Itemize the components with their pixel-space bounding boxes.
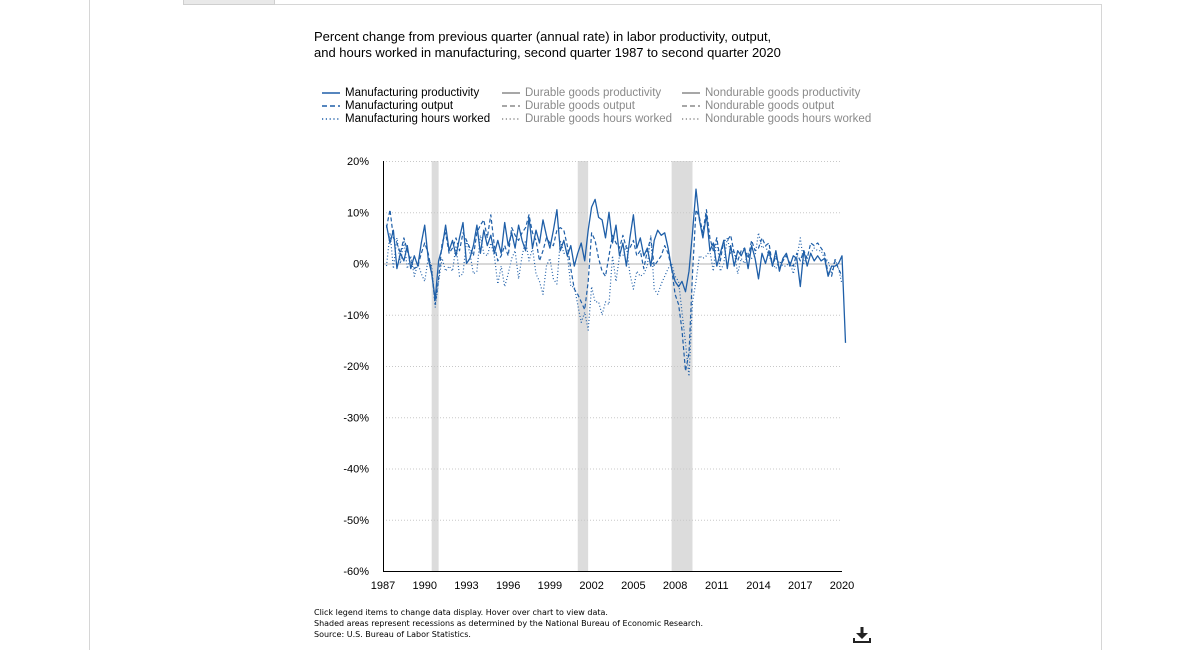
x-tick-label: 2020	[830, 580, 854, 592]
chart-title: Percent change from previous quarter (an…	[314, 29, 874, 61]
x-tick-label: 2017	[788, 580, 812, 592]
legend-label: Durable goods output	[525, 100, 635, 112]
footer-instructions: Click legend items to change data displa…	[314, 608, 608, 617]
y-tick-label: -60%	[343, 566, 369, 578]
legend-swatch	[322, 92, 340, 94]
y-tick-label: 10%	[347, 207, 369, 219]
x-tick-label: 2002	[579, 580, 603, 592]
series-line-manufacturing-hours-worked[interactable]	[385, 232, 843, 377]
footer-recession-note: Shaded areas represent recessions as det…	[314, 619, 704, 628]
series-line-manufacturing-output[interactable]	[385, 209, 843, 372]
y-tick-label: -10%	[343, 310, 369, 322]
y-tick-label: 0%	[353, 259, 369, 271]
download-button[interactable]	[851, 625, 873, 645]
x-tick-label: 1990	[412, 580, 436, 592]
x-tick-label: 1993	[454, 580, 478, 592]
tab-stub[interactable]	[183, 0, 275, 5]
y-tick-label: -50%	[343, 515, 369, 527]
legend-swatch	[322, 105, 340, 107]
legend-swatch	[502, 105, 520, 107]
x-tick-label: 2005	[621, 580, 645, 592]
chart-title-line-1: Percent change from previous quarter (an…	[314, 29, 772, 44]
x-tick-label: 2011	[705, 580, 729, 592]
series-line-manufacturing-productivity[interactable]	[385, 188, 847, 343]
x-tick-label: 2014	[746, 580, 770, 592]
y-tick-label: -40%	[343, 464, 369, 476]
footer-source: Source: U.S. Bureau of Labor Statistics.	[314, 630, 471, 639]
chart-footer: Click legend items to change data displa…	[314, 607, 703, 640]
y-tick-label: -30%	[343, 412, 369, 424]
legend-swatch	[682, 92, 700, 94]
legend-label: Manufacturing productivity	[345, 87, 480, 99]
legend-label: Nondurable goods hours worked	[705, 113, 872, 125]
x-tick-label: 2008	[663, 580, 687, 592]
legend-label: Nondurable goods output	[705, 100, 835, 112]
panel-top-border	[275, 4, 1102, 5]
legend-swatch	[682, 105, 700, 107]
x-tick-label: 1996	[496, 580, 520, 592]
legend-swatch	[502, 92, 520, 94]
download-icon	[853, 627, 871, 643]
x-tick-label: 1987	[371, 580, 395, 592]
y-tick-label: 20%	[347, 156, 369, 168]
chart-title-line-2: and hours worked in manufacturing, secon…	[314, 45, 781, 60]
y-tick-label: -20%	[343, 361, 369, 373]
panel-left-border	[89, 0, 90, 650]
legend-label: Nondurable goods productivity	[705, 87, 861, 99]
panel-right-border	[1101, 5, 1102, 650]
x-tick-label: 1999	[538, 580, 562, 592]
recession-band	[431, 161, 439, 571]
recession-band	[577, 161, 589, 571]
legend-label: Manufacturing hours worked	[345, 113, 491, 125]
legend-label: Durable goods productivity	[525, 87, 662, 99]
legend-label: Durable goods hours worked	[525, 113, 673, 125]
legend-label: Manufacturing output	[345, 100, 454, 112]
